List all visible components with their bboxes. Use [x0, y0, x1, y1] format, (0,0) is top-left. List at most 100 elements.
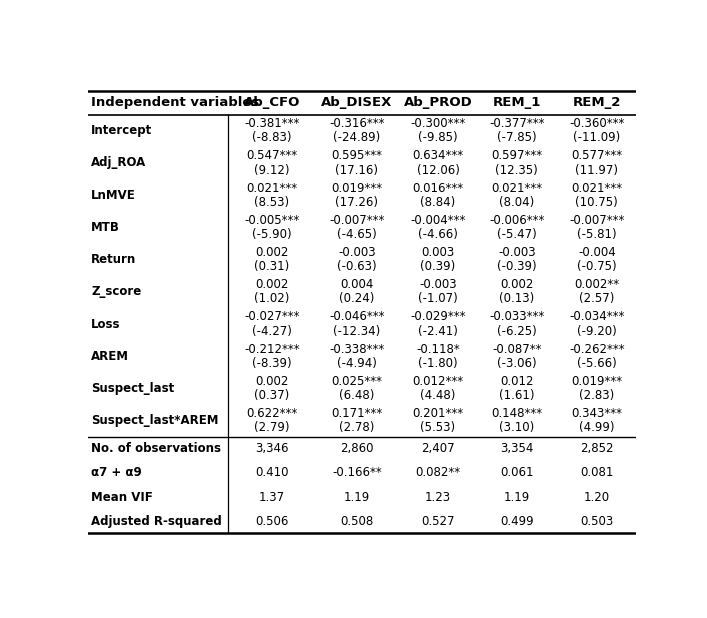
Text: (-1.80): (-1.80) — [418, 357, 457, 370]
Text: Ab_PROD: Ab_PROD — [404, 96, 472, 109]
Text: -0.262***: -0.262*** — [569, 342, 625, 355]
Text: Mean VIF: Mean VIF — [91, 491, 153, 504]
Text: -0.046***: -0.046*** — [329, 310, 385, 323]
Text: 0.577***: 0.577*** — [571, 150, 622, 163]
Text: Intercept: Intercept — [91, 124, 153, 137]
Text: (5.53): (5.53) — [421, 421, 455, 434]
Text: 0.021***: 0.021*** — [246, 182, 298, 195]
Text: 1.23: 1.23 — [425, 491, 451, 504]
Text: 0.503: 0.503 — [580, 515, 614, 528]
Text: 0.019***: 0.019*** — [571, 375, 622, 388]
Text: (-0.39): (-0.39) — [497, 260, 537, 273]
Text: -0.004: -0.004 — [578, 246, 616, 259]
Text: (1.61): (1.61) — [499, 389, 534, 402]
Text: 0.002: 0.002 — [255, 375, 288, 388]
Text: Suspect_last: Suspect_last — [91, 382, 175, 395]
Text: 1.20: 1.20 — [584, 491, 610, 504]
Text: 0.002**: 0.002** — [574, 278, 619, 291]
Text: (0.13): (0.13) — [499, 292, 534, 305]
Text: 0.002: 0.002 — [255, 278, 288, 291]
Text: (9.12): (9.12) — [255, 164, 290, 177]
Text: (-11.09): (-11.09) — [573, 131, 621, 145]
Text: 0.508: 0.508 — [340, 515, 373, 528]
Text: -0.003: -0.003 — [419, 278, 457, 291]
Text: 0.547***: 0.547*** — [246, 150, 298, 163]
Text: -0.300***: -0.300*** — [410, 117, 466, 130]
Text: Ab_DISEX: Ab_DISEX — [321, 96, 392, 109]
Text: 0.061: 0.061 — [500, 467, 534, 480]
Text: 3,354: 3,354 — [500, 442, 534, 455]
Text: (-0.75): (-0.75) — [577, 260, 617, 273]
Text: (-1.07): (-1.07) — [418, 292, 458, 305]
Text: (12.35): (12.35) — [496, 164, 538, 177]
Text: (-8.83): (-8.83) — [252, 131, 292, 145]
Text: -0.166**: -0.166** — [332, 467, 382, 480]
Text: (0.24): (0.24) — [339, 292, 375, 305]
Text: Suspect_last*AREM: Suspect_last*AREM — [91, 414, 218, 427]
Text: Return: Return — [91, 253, 136, 266]
Text: Z_score: Z_score — [91, 286, 141, 298]
Text: 0.012: 0.012 — [500, 375, 534, 388]
Text: (-5.81): (-5.81) — [577, 228, 617, 241]
Text: (-5.47): (-5.47) — [497, 228, 537, 241]
Text: -0.007***: -0.007*** — [329, 214, 385, 227]
Text: -0.381***: -0.381*** — [244, 117, 300, 130]
Text: 0.002: 0.002 — [255, 246, 288, 259]
Text: 0.016***: 0.016*** — [412, 182, 464, 195]
Text: -0.338***: -0.338*** — [329, 342, 385, 355]
Text: -0.007***: -0.007*** — [569, 214, 624, 227]
Text: (-4.27): (-4.27) — [252, 324, 292, 337]
Text: (-9.85): (-9.85) — [418, 131, 457, 145]
Text: 0.002: 0.002 — [500, 278, 534, 291]
Text: (-2.41): (-2.41) — [418, 324, 458, 337]
Text: 0.021***: 0.021*** — [491, 182, 542, 195]
Text: (2.78): (2.78) — [339, 421, 375, 434]
Text: 1.19: 1.19 — [503, 491, 530, 504]
Text: 2,852: 2,852 — [580, 442, 614, 455]
Text: 1.19: 1.19 — [344, 491, 370, 504]
Text: (2.57): (2.57) — [579, 292, 614, 305]
Text: (2.79): (2.79) — [255, 421, 290, 434]
Text: (-0.63): (-0.63) — [337, 260, 377, 273]
Text: Ab_CFO: Ab_CFO — [244, 96, 300, 109]
Text: -0.003: -0.003 — [498, 246, 536, 259]
Text: (6.48): (6.48) — [339, 389, 375, 402]
Text: 0.171***: 0.171*** — [332, 407, 382, 420]
Text: 3,346: 3,346 — [255, 442, 288, 455]
Text: MTB: MTB — [91, 221, 120, 234]
Text: (-9.20): (-9.20) — [577, 324, 617, 337]
Text: 0.081: 0.081 — [580, 467, 614, 480]
Text: 0.019***: 0.019*** — [332, 182, 382, 195]
Text: (8.84): (8.84) — [421, 196, 455, 209]
Text: (0.31): (0.31) — [255, 260, 290, 273]
Text: (1.02): (1.02) — [255, 292, 290, 305]
Text: -0.377***: -0.377*** — [489, 117, 544, 130]
Text: LnMVE: LnMVE — [91, 188, 136, 201]
Text: 0.343***: 0.343*** — [571, 407, 622, 420]
Text: (-4.66): (-4.66) — [418, 228, 458, 241]
Text: -0.087**: -0.087** — [492, 342, 542, 355]
Text: (11.97): (11.97) — [575, 164, 619, 177]
Text: (8.04): (8.04) — [499, 196, 534, 209]
Text: 0.148***: 0.148*** — [491, 407, 542, 420]
Text: (-3.06): (-3.06) — [497, 357, 537, 370]
Text: (-12.34): (-12.34) — [333, 324, 380, 337]
Text: (-5.66): (-5.66) — [577, 357, 617, 370]
Text: (17.26): (17.26) — [335, 196, 378, 209]
Text: -0.004***: -0.004*** — [410, 214, 466, 227]
Text: -0.003: -0.003 — [338, 246, 375, 259]
Text: (10.75): (10.75) — [575, 196, 618, 209]
Text: 0.021***: 0.021*** — [571, 182, 622, 195]
Text: 2,860: 2,860 — [340, 442, 373, 455]
Text: REM_1: REM_1 — [493, 96, 541, 109]
Text: (3.10): (3.10) — [499, 421, 534, 434]
Text: (4.99): (4.99) — [579, 421, 614, 434]
Text: Loss: Loss — [91, 318, 121, 331]
Text: 0.634***: 0.634*** — [412, 150, 464, 163]
Text: -0.005***: -0.005*** — [245, 214, 300, 227]
Text: (-5.90): (-5.90) — [252, 228, 292, 241]
Text: -0.212***: -0.212*** — [244, 342, 300, 355]
Text: 0.003: 0.003 — [421, 246, 455, 259]
Text: (17.16): (17.16) — [335, 164, 378, 177]
Text: (-4.65): (-4.65) — [337, 228, 377, 241]
